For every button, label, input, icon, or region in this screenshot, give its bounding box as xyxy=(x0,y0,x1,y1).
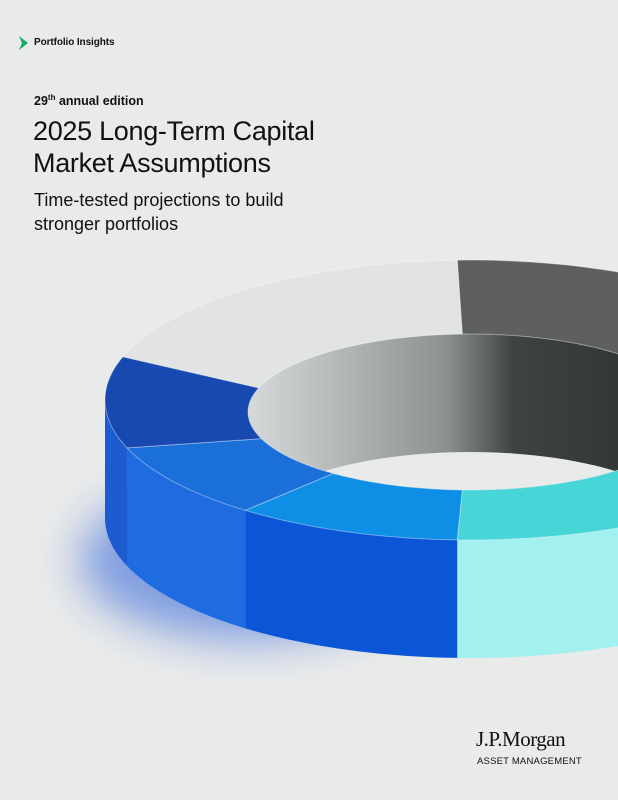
ring-top xyxy=(456,469,618,541)
ring-top xyxy=(125,438,335,511)
subtitle-line: Time-tested projections to build xyxy=(34,190,284,210)
logo-division: ASSET MANAGEMENT xyxy=(477,756,582,767)
ring xyxy=(104,259,618,658)
title-line: Market Assumptions xyxy=(33,148,271,178)
ring-side xyxy=(127,447,246,629)
edition-suffix: th xyxy=(47,93,56,102)
title-line: 2025 Long-Term Capital xyxy=(33,116,315,146)
edition: 29th annual edition xyxy=(34,93,144,108)
ring-side xyxy=(457,527,618,658)
ring-side xyxy=(245,510,458,658)
ring-top xyxy=(243,472,463,541)
logo-name: J.P.Morgan xyxy=(476,727,566,751)
header-label: Portfolio Insights xyxy=(34,37,115,48)
edition-text: annual edition xyxy=(58,94,144,109)
ring-top xyxy=(456,259,618,355)
edition-number: 29 xyxy=(34,94,48,109)
inner-wall xyxy=(248,334,618,490)
ring-top xyxy=(121,259,463,389)
ring-top xyxy=(104,356,263,449)
subtitle-line: stronger portfolios xyxy=(34,214,179,234)
ring-side xyxy=(105,400,128,566)
chevron-icon xyxy=(19,36,28,50)
